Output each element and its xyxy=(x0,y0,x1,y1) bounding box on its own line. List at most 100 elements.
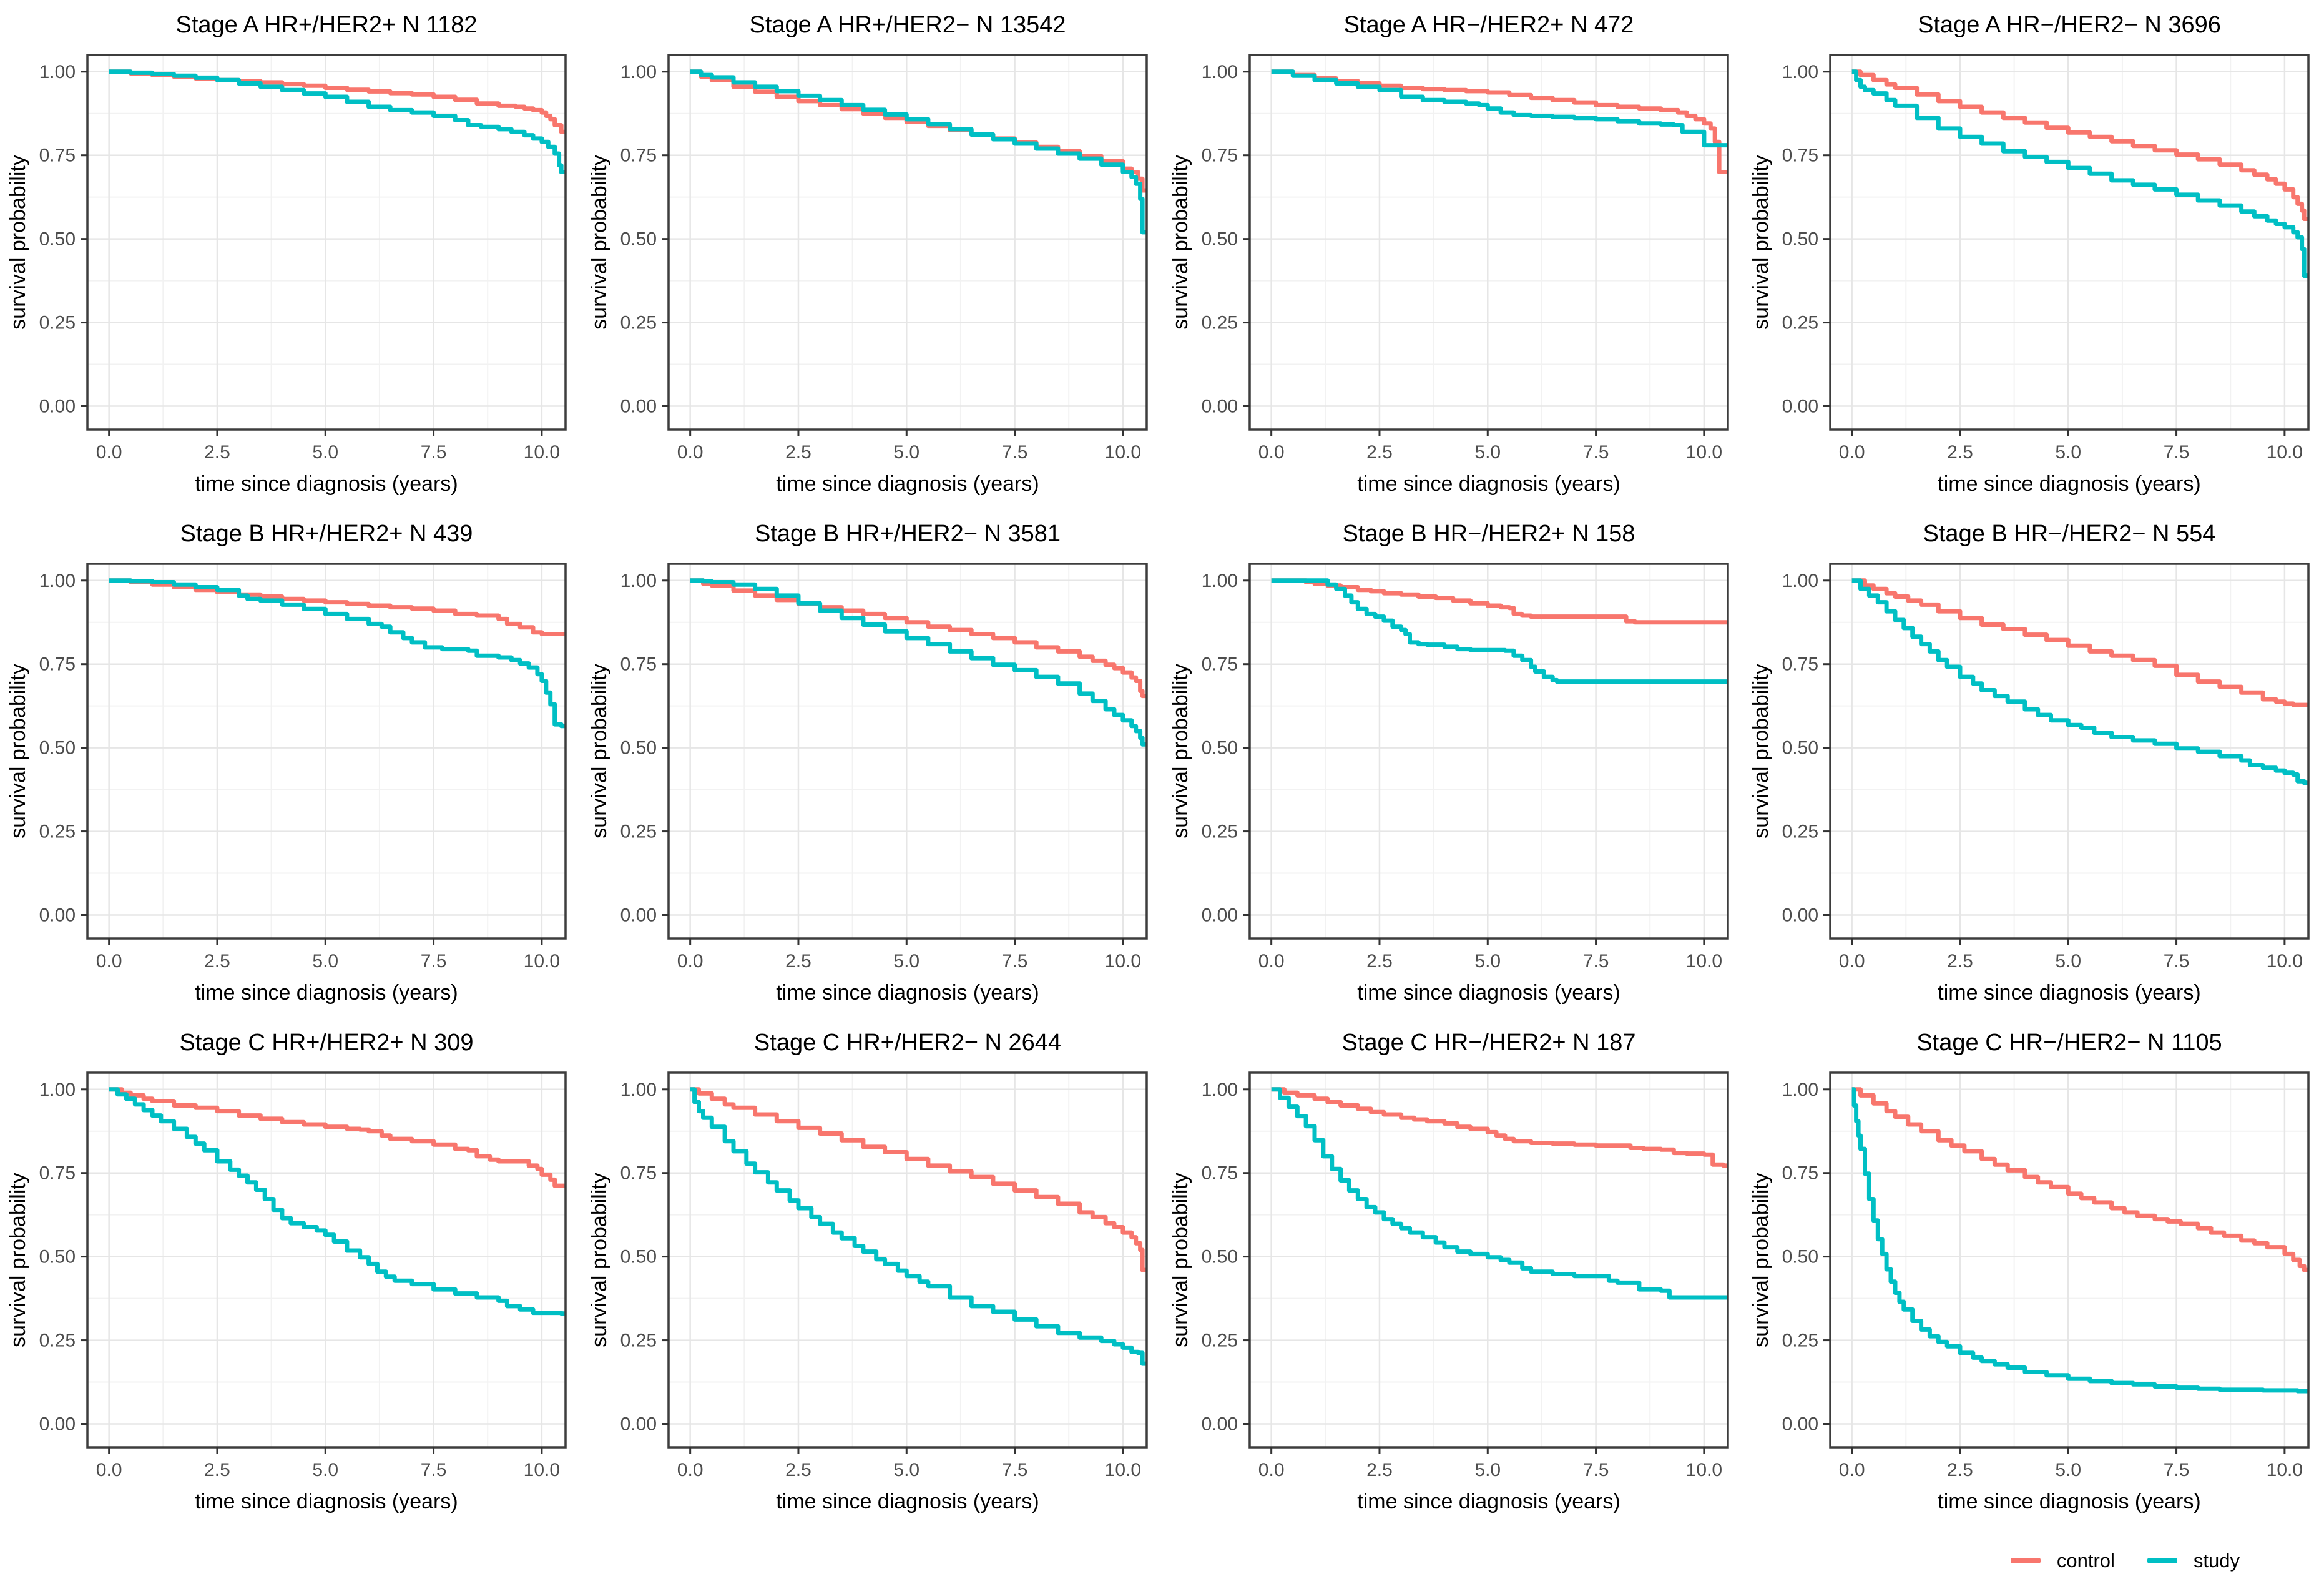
legend-item-study: study xyxy=(2147,1551,2240,1570)
x-axis-label: time since diagnosis (years) xyxy=(1357,1490,1620,1513)
x-tick-label: 10.0 xyxy=(2267,951,2303,972)
panel-border xyxy=(1829,54,2310,431)
x-tick-label: 2.5 xyxy=(1366,442,1393,463)
y-axis-label: survival probability xyxy=(1749,1173,1773,1347)
legend-label-study: study xyxy=(2193,1549,2240,1572)
y-tick-label: 0.75 xyxy=(1201,1163,1237,1184)
panel-border xyxy=(1829,1071,2310,1449)
control-curve xyxy=(690,1087,1147,1272)
x-tick-label: 0.0 xyxy=(677,1460,704,1480)
y-tick-label: 0.50 xyxy=(1201,738,1237,759)
panel-title: Stage C HR−/HER2+ N 187 xyxy=(1341,1030,1635,1056)
gridlines xyxy=(1830,55,2309,430)
km-panel-4: Stage A HR−/HER2− N 3696 0.00 0.25 0.50 0.75… xyxy=(1749,12,2310,496)
y-tick-label: 0.00 xyxy=(620,905,656,926)
panel-title: Stage C HR+/HER2− N 2644 xyxy=(754,1030,1061,1056)
x-axis-label: time since diagnosis (years) xyxy=(195,1490,458,1513)
y-axis-label: survival probability xyxy=(587,155,611,330)
y-tick-label: 1.00 xyxy=(1782,1080,1818,1100)
panel-border xyxy=(86,54,567,431)
y-tick-label: 0.75 xyxy=(620,145,656,166)
x-tick-label: 10.0 xyxy=(2267,1460,2303,1480)
panel-title: Stage A HR+/HER2+ N 1182 xyxy=(175,12,477,38)
gridlines xyxy=(668,1073,1147,1447)
study-curve xyxy=(690,578,1147,747)
control-curve xyxy=(1851,578,2309,707)
y-tick-label: 0.25 xyxy=(39,313,76,333)
panel-title: Stage C HR+/HER2+ N 309 xyxy=(179,1030,473,1056)
x-tick-label: 2.5 xyxy=(1366,951,1393,972)
y-tick-label: 0.00 xyxy=(39,1414,76,1435)
y-tick-label: 1.00 xyxy=(620,62,656,82)
panel-border xyxy=(667,563,1148,940)
x-axis-label: time since diagnosis (years) xyxy=(776,1490,1039,1513)
km-panels-grid: Stage A HR+/HER2+ N 1182 0.00 0.25 0.50 0.75… xyxy=(6,12,2310,1513)
y-tick-label: 0.25 xyxy=(1782,1331,1818,1351)
y-tick-label: 1.00 xyxy=(1201,62,1237,82)
legend-swatch-control-icon xyxy=(2010,1557,2041,1563)
x-tick-label: 10.0 xyxy=(524,442,560,463)
study-curve xyxy=(690,69,1147,235)
y-tick-label: 0.25 xyxy=(39,822,76,842)
y-axis-label: survival probability xyxy=(587,664,611,839)
x-tick-label: 5.0 xyxy=(1474,1460,1501,1480)
y-tick-label: 0.00 xyxy=(620,1414,656,1435)
km-panel-1: Stage A HR+/HER2+ N 1182 0.00 0.25 0.50 0.75… xyxy=(6,12,567,496)
x-tick-label: 7.5 xyxy=(2164,1460,2190,1480)
x-tick-label: 2.5 xyxy=(785,442,811,463)
y-tick-label: 0.75 xyxy=(1201,145,1237,166)
km-panel-5: Stage B HR+/HER2+ N 439 0.00 0.25 0.50 0.75 1… xyxy=(6,521,567,1005)
y-tick-label: 0.00 xyxy=(39,396,76,417)
legend-item-control: control xyxy=(2010,1551,2115,1570)
y-axis-label: survival probability xyxy=(1749,664,1773,839)
x-tick-label: 2.5 xyxy=(785,951,811,972)
gridlines xyxy=(87,564,566,938)
y-tick-label: 1.00 xyxy=(620,1080,656,1100)
panel-title: Stage B HR−/HER2+ N 158 xyxy=(1342,521,1635,547)
y-tick-label: 0.50 xyxy=(620,229,656,250)
panel-border xyxy=(667,54,1148,431)
y-tick-label: 0.75 xyxy=(1782,1163,1818,1184)
y-tick-label: 0.50 xyxy=(39,229,76,250)
y-tick-label: 0.75 xyxy=(1782,654,1818,675)
gridlines xyxy=(1249,1073,1728,1447)
y-tick-label: 0.75 xyxy=(39,654,76,675)
x-axis-label: time since diagnosis (years) xyxy=(776,472,1039,496)
y-tick-label: 1.00 xyxy=(39,571,76,591)
x-tick-label: 7.5 xyxy=(2164,442,2190,463)
x-tick-label: 2.5 xyxy=(204,951,230,972)
km-panel-11: Stage C HR−/HER2+ N 187 0.00 0.25 0.50 0.75 1… xyxy=(1169,1030,1729,1513)
x-tick-label: 5.0 xyxy=(312,951,338,972)
y-tick-label: 0.25 xyxy=(620,1331,656,1351)
x-tick-label: 10.0 xyxy=(1104,951,1140,972)
km-panel-8: Stage B HR−/HER2− N 554 0.00 0.25 0.50 0.75 1… xyxy=(1749,521,2310,1005)
panel-title: Stage A HR−/HER2− N 3696 xyxy=(1918,12,2221,38)
x-tick-label: 5.0 xyxy=(2056,1460,2082,1480)
x-tick-label: 0.0 xyxy=(1258,951,1284,972)
y-axis-label: survival probability xyxy=(6,1173,30,1347)
y-tick-label: 0.50 xyxy=(1201,229,1237,250)
x-tick-label: 0.0 xyxy=(96,951,122,972)
x-axis-label: time since diagnosis (years) xyxy=(1938,1490,2201,1513)
panel-title: Stage B HR+/HER2− N 3581 xyxy=(755,521,1061,547)
x-tick-label: 10.0 xyxy=(524,951,560,972)
y-tick-label: 0.50 xyxy=(39,738,76,759)
y-tick-label: 0.00 xyxy=(1782,905,1818,926)
x-tick-label: 2.5 xyxy=(1947,951,1973,972)
y-tick-label: 0.00 xyxy=(1782,1414,1818,1435)
panel-border xyxy=(667,1071,1148,1449)
study-curve xyxy=(1271,1087,1728,1300)
y-axis-label: survival probability xyxy=(1749,155,1773,330)
y-axis-label: survival probability xyxy=(1169,1173,1192,1347)
x-tick-label: 0.0 xyxy=(1839,1460,1865,1480)
control-curve xyxy=(1271,578,1728,625)
y-axis-label: survival probability xyxy=(6,664,30,839)
y-tick-label: 0.50 xyxy=(1782,229,1818,250)
study-curve xyxy=(109,578,566,729)
y-tick-label: 0.75 xyxy=(620,1163,656,1184)
study-curve xyxy=(109,1087,566,1316)
x-axis-label: time since diagnosis (years) xyxy=(776,981,1039,1005)
y-tick-label: 1.00 xyxy=(620,571,656,591)
x-axis-label: time since diagnosis (years) xyxy=(1938,472,2201,496)
y-tick-label: 0.25 xyxy=(1201,822,1237,842)
